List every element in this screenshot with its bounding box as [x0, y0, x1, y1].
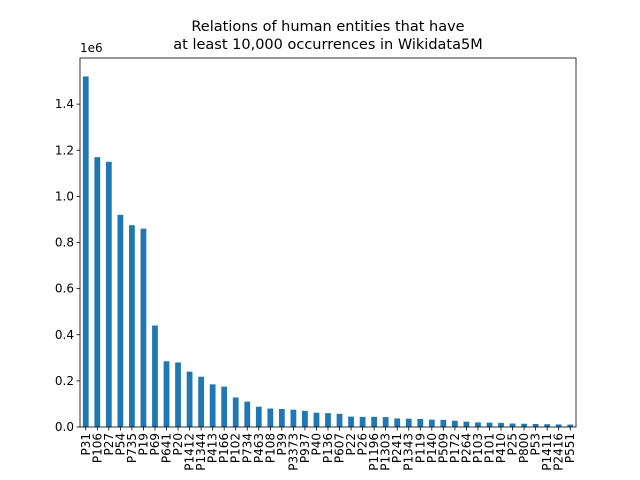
x-tick-label: P27 — [102, 433, 116, 456]
y-offset-label: 1e6 — [80, 41, 103, 55]
y-tick-label: 1.0 — [55, 189, 74, 203]
x-tick-label: P241 — [390, 433, 404, 463]
bar — [382, 417, 389, 427]
x-tick-label: P54 — [113, 433, 127, 456]
bar — [359, 416, 366, 427]
bar — [152, 325, 158, 427]
bar — [544, 424, 551, 427]
bar — [105, 161, 112, 427]
bar — [255, 406, 262, 427]
bar — [232, 397, 239, 427]
bar — [221, 386, 228, 427]
x-tick-label: P734 — [240, 433, 254, 463]
bar — [509, 423, 516, 427]
x-tick-label: P3373 — [286, 433, 300, 471]
bar — [452, 420, 458, 427]
x-tick-label: P31 — [79, 433, 93, 456]
bar — [486, 422, 493, 427]
bar — [198, 376, 204, 427]
x-tick-label: P102 — [229, 433, 243, 463]
bar — [290, 409, 297, 427]
bar — [209, 384, 216, 427]
x-tick-label: P1412 — [183, 433, 197, 471]
bar — [302, 410, 308, 427]
x-tick-label: P937 — [298, 433, 312, 463]
x-tick-label: P735 — [125, 433, 139, 463]
bar — [94, 157, 101, 427]
bar — [163, 361, 170, 427]
x-tick-label: P509 — [436, 433, 450, 463]
bar — [348, 416, 354, 427]
bar — [555, 424, 562, 427]
x-tick-label: P607 — [333, 433, 347, 463]
x-tick-label: P1303 — [379, 433, 393, 471]
x-tick-label: P119 — [413, 433, 427, 463]
bar — [405, 418, 412, 427]
x-tick-label: P40 — [309, 433, 323, 456]
bar — [336, 413, 343, 427]
x-tick-label: P26 — [356, 433, 370, 456]
bar — [521, 423, 527, 427]
bar — [371, 416, 378, 427]
x-tick-label: P1344 — [194, 433, 208, 471]
x-tick-label: P1196 — [367, 433, 381, 471]
y-tick-label: 0.0 — [55, 420, 74, 434]
x-tick-label: P53 — [529, 433, 543, 456]
y-tick-label: 0.4 — [55, 328, 74, 342]
x-tick-label: P1343 — [402, 433, 416, 471]
x-tick-label: P140 — [425, 433, 439, 463]
bar — [463, 421, 470, 427]
x-tick-label: P101 — [482, 433, 496, 463]
bar — [567, 424, 574, 427]
x-tick-label: P641 — [160, 433, 174, 463]
x-tick-label: P108 — [263, 433, 277, 463]
bar — [82, 76, 89, 427]
bar — [532, 424, 539, 427]
bar — [129, 225, 135, 427]
x-tick-label: P413 — [206, 433, 220, 463]
x-tick-label: P2416 — [552, 433, 566, 471]
bar — [244, 401, 251, 427]
bar — [186, 371, 193, 427]
x-tick-label: P22 — [344, 433, 358, 456]
bar — [475, 422, 481, 427]
y-tick-label: 1.2 — [55, 143, 74, 157]
chart-title: at least 10,000 occurrences in Wikidata5… — [173, 37, 482, 53]
x-tick-label: P551 — [563, 433, 577, 463]
x-tick-label: P166 — [217, 433, 231, 463]
bar — [428, 419, 435, 427]
bar — [498, 422, 504, 427]
bar — [117, 214, 124, 427]
bar — [394, 418, 401, 427]
y-tick-label: 0.6 — [55, 282, 74, 296]
x-tick-label: P20 — [171, 433, 185, 456]
chart-title: Relations of human entities that have — [191, 19, 464, 35]
bar — [140, 228, 147, 427]
x-tick-label: P264 — [459, 433, 473, 463]
x-tick-label: P19 — [136, 433, 150, 456]
bar — [325, 413, 331, 427]
x-tick-label: P136 — [321, 433, 335, 463]
bar — [440, 419, 447, 427]
x-tick-label: P410 — [494, 433, 508, 463]
y-tick-label: 0.8 — [55, 236, 74, 250]
x-tick-label: P25 — [506, 433, 520, 456]
x-tick-label: P39 — [275, 433, 289, 456]
x-tick-label: P800 — [517, 433, 531, 463]
plot-frame — [79, 57, 577, 428]
bar — [417, 418, 424, 427]
x-tick-label: P172 — [448, 433, 462, 463]
bar — [278, 409, 285, 427]
x-tick-label: P1411 — [540, 433, 554, 471]
y-tick-label: 0.2 — [55, 374, 74, 388]
x-tick-label: P69 — [148, 433, 162, 456]
bar — [175, 362, 181, 427]
x-tick-label: P106 — [90, 433, 104, 463]
bar — [313, 412, 320, 427]
x-tick-label: P463 — [252, 433, 266, 463]
x-tick-label: P103 — [471, 433, 485, 463]
y-tick-label: 1.4 — [55, 97, 74, 111]
bar — [267, 408, 274, 427]
